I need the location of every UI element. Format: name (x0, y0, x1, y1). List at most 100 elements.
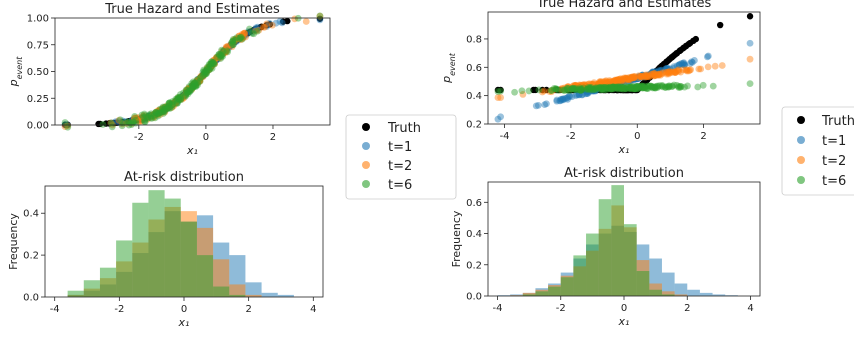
point (211, 60, 218, 68)
point (637, 73, 644, 81)
point (604, 85, 612, 92)
point (193, 79, 200, 87)
point (248, 28, 255, 36)
legend-left-t6-marker (362, 180, 370, 188)
point (564, 83, 572, 91)
point (718, 62, 726, 69)
bar (661, 294, 675, 296)
point (201, 69, 208, 76)
point (588, 80, 596, 88)
point (565, 83, 572, 91)
point (617, 83, 625, 91)
point (161, 108, 168, 115)
point (637, 73, 645, 81)
y-tick-label: 0.6 (466, 63, 482, 74)
bar (699, 292, 713, 296)
point (193, 78, 201, 86)
point (182, 90, 189, 97)
point (653, 71, 661, 79)
point (699, 81, 707, 89)
legend-left-t1-label: t=1 (388, 140, 412, 155)
point (596, 80, 604, 88)
point (606, 84, 614, 92)
point (650, 83, 658, 91)
point (614, 83, 622, 91)
point (629, 74, 636, 82)
point (632, 74, 640, 82)
legend-left-t2-marker (362, 161, 370, 169)
point (163, 103, 171, 111)
point (600, 84, 608, 92)
bar (712, 294, 726, 296)
point (578, 85, 585, 93)
point (682, 42, 690, 50)
point (223, 44, 231, 52)
point (176, 91, 184, 98)
point (620, 74, 628, 82)
point (746, 39, 754, 47)
point (160, 103, 168, 111)
point (159, 104, 166, 112)
point (626, 76, 634, 83)
point (162, 105, 169, 113)
y-tick-label: 0.0 (23, 293, 39, 304)
point (652, 83, 660, 90)
bar (148, 190, 165, 297)
point (679, 66, 687, 74)
point (174, 96, 182, 104)
point (276, 18, 284, 25)
point (632, 75, 640, 83)
point (584, 90, 592, 97)
point (655, 71, 663, 79)
x-axis-label: x₁ (618, 315, 630, 328)
point (558, 96, 566, 104)
point (610, 81, 618, 89)
x-tick-label: 4 (310, 304, 316, 315)
point (188, 82, 196, 90)
point (168, 100, 176, 108)
bar (661, 272, 675, 296)
point (612, 83, 620, 91)
point (651, 83, 659, 91)
point (636, 73, 644, 80)
point (157, 107, 165, 115)
point (140, 112, 148, 119)
point (194, 79, 202, 87)
point (651, 84, 659, 92)
point (130, 117, 138, 125)
point (135, 116, 142, 123)
point (200, 71, 208, 79)
point (142, 114, 149, 122)
point (651, 72, 659, 79)
point (547, 87, 555, 94)
point (291, 15, 299, 23)
point (193, 77, 201, 85)
point (563, 86, 571, 94)
point (654, 83, 662, 90)
point (598, 85, 606, 93)
point (183, 89, 191, 97)
point (196, 77, 204, 85)
point (612, 76, 620, 84)
point (174, 95, 182, 103)
point (746, 80, 754, 88)
point (142, 112, 150, 120)
point (638, 84, 646, 92)
bar (229, 294, 246, 297)
point (639, 72, 647, 80)
point (158, 107, 166, 115)
point (178, 94, 186, 102)
point (648, 69, 656, 77)
point (648, 69, 656, 76)
point (570, 85, 578, 93)
point (664, 66, 671, 74)
point (187, 86, 195, 94)
point (665, 82, 673, 90)
point (189, 82, 197, 89)
point (644, 76, 651, 83)
point (192, 79, 200, 87)
point (153, 110, 160, 118)
point (709, 82, 717, 90)
point (583, 86, 591, 93)
point (494, 115, 502, 123)
